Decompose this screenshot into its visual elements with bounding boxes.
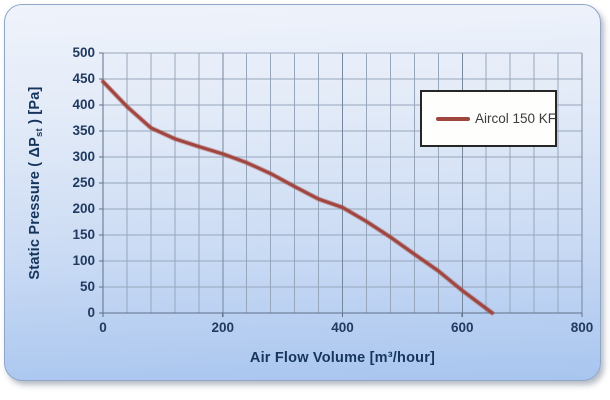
- x-axis-title: Air Flow Volume [m³/hour]: [249, 350, 436, 366]
- y-axis-title: Static Pressure ( ΔPst ) [Pa]: [27, 86, 45, 279]
- y-tick-label: 450: [72, 71, 95, 86]
- x-tick-label: 200: [211, 320, 235, 335]
- y-axis-title-units: ) [Pa]: [27, 86, 43, 129]
- y-tick-label: 350: [72, 123, 95, 138]
- y-tick-label: 0: [87, 305, 95, 320]
- y-tick-label: 50: [79, 279, 95, 294]
- x-tick-label: 800: [570, 320, 594, 335]
- x-tick-label: 600: [450, 320, 474, 335]
- y-tick-label: 300: [72, 149, 95, 164]
- legend-box: Aircol 150 KF: [420, 90, 557, 147]
- legend-line-swatch: [436, 116, 470, 121]
- y-tick-label: 500: [72, 45, 95, 60]
- legend-series-label: Aircol 150 KF: [475, 111, 557, 126]
- x-tick-label: 400: [331, 320, 354, 335]
- y-tick-label: 250: [72, 175, 95, 190]
- y-tick-label: 150: [72, 227, 95, 242]
- x-tick-label: 0: [99, 320, 107, 335]
- y-tick-label: 400: [72, 97, 95, 112]
- y-axis-title-subscript: st: [34, 128, 45, 137]
- y-tick-label: 200: [72, 201, 95, 216]
- y-axis-title-text: Static Pressure ( ΔP: [27, 136, 43, 280]
- y-tick-label: 100: [72, 253, 95, 268]
